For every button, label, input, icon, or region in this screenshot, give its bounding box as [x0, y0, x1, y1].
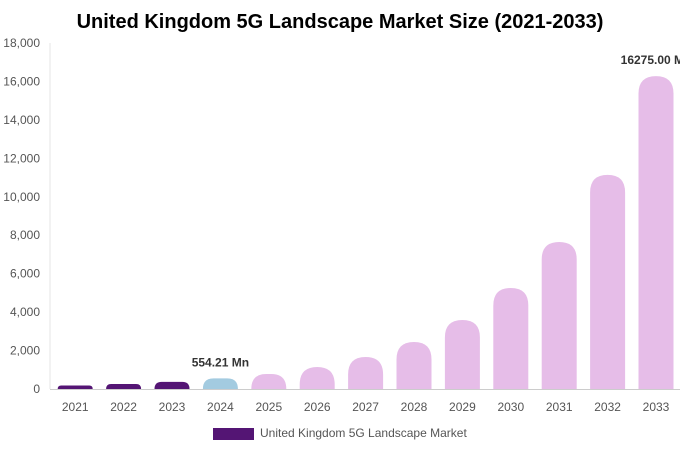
y-tick-label: 18,000: [3, 36, 40, 50]
bar-2031[interactable]: [541, 241, 577, 389]
bar-2021[interactable]: [57, 385, 93, 389]
y-tick-label: 12,000: [3, 151, 40, 165]
bar-2023[interactable]: [154, 381, 190, 389]
data-label: 16275.00 Mn: [621, 53, 680, 67]
legend-label[interactable]: United Kingdom 5G Landscape Market: [260, 426, 467, 440]
legend-swatch[interactable]: [213, 428, 254, 440]
x-tick-label: 2026: [304, 400, 331, 414]
x-tick-label: 2023: [159, 400, 186, 414]
bar-2025[interactable]: [251, 374, 287, 389]
bar-2028[interactable]: [396, 342, 432, 389]
x-tick-label: 2022: [110, 400, 137, 414]
bar-2027[interactable]: [348, 356, 384, 389]
y-tick-label: 0: [33, 382, 40, 396]
chart-title: United Kingdom 5G Landscape Market Size …: [77, 11, 604, 33]
y-tick-label: 2,000: [10, 344, 40, 358]
bar-2026[interactable]: [299, 366, 335, 389]
y-tick-label: 16,000: [3, 74, 40, 88]
x-tick-label: 2028: [401, 400, 428, 414]
x-tick-label: 2025: [255, 400, 282, 414]
x-tick-label: 2033: [643, 400, 670, 414]
data-label: 554.21 Mn: [192, 355, 249, 369]
y-tick-label: 8,000: [10, 228, 40, 242]
bar-2029[interactable]: [444, 319, 480, 389]
bar-2024[interactable]: [202, 378, 238, 389]
bar-2032[interactable]: [590, 174, 626, 389]
y-tick-label: 4,000: [10, 305, 40, 319]
x-tick-label: 2032: [594, 400, 621, 414]
y-tick-label: 6,000: [10, 267, 40, 281]
x-tick-label: 2024: [207, 400, 234, 414]
x-tick-label: 2029: [449, 400, 476, 414]
bar-2030[interactable]: [493, 287, 529, 389]
y-tick-label: 10,000: [3, 190, 40, 204]
x-tick-label: 2021: [62, 400, 89, 414]
y-tick-label: 14,000: [3, 113, 40, 127]
x-tick-label: 2030: [497, 400, 524, 414]
x-tick-label: 2027: [352, 400, 379, 414]
bar-2022[interactable]: [106, 384, 142, 389]
bar-2033[interactable]: [638, 76, 674, 390]
x-tick-label: 2031: [546, 400, 573, 414]
